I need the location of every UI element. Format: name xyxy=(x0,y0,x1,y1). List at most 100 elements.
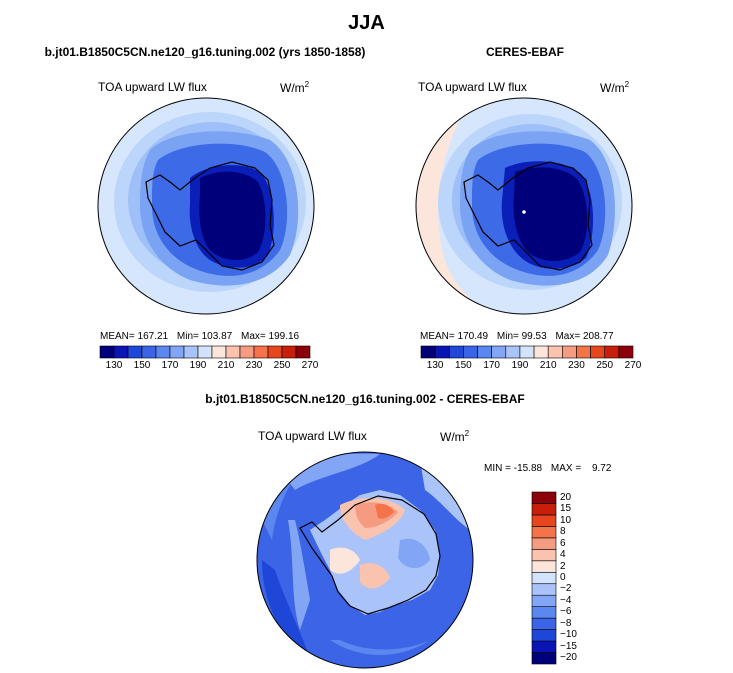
panel3-map-border xyxy=(256,451,474,669)
panel2-colorbar-tick-label: 150 xyxy=(455,360,472,371)
panel1-mean-label: MEAN= xyxy=(100,331,135,342)
panel3-colorbar-cell xyxy=(531,560,557,573)
panel1-colorbar-cell xyxy=(141,345,157,359)
panel1-colorbar-tick-label: 170 xyxy=(161,360,179,371)
panel1-colorbar-tick-label: 130 xyxy=(105,360,123,371)
panel3-colorbar-cell xyxy=(531,571,557,585)
panel2-colorbar-cell xyxy=(562,345,577,359)
panel1-colorbar-cell xyxy=(225,345,241,359)
panel3-patch-e xyxy=(330,640,430,655)
panel1-colorbar-cell xyxy=(239,345,255,359)
panel2-colorbar-tick-label: 210 xyxy=(539,360,557,371)
panel1-colorbar-cell xyxy=(99,345,115,359)
figure-title: JJA xyxy=(348,12,385,34)
panel3-patch-d xyxy=(262,560,310,658)
panel3-units-exp: 2 xyxy=(464,429,470,438)
panel1-colorbar-tick-label: 250 xyxy=(273,360,291,371)
panel3-colorbar-tick-label: −6 xyxy=(560,606,572,618)
panel2-colorbar-cell xyxy=(618,345,634,359)
panel2-colorbar-cell xyxy=(434,345,450,359)
panel1-colorbar-cell xyxy=(281,345,297,359)
panel2-colorbar-cell xyxy=(463,345,478,359)
panel3-colorbar-cell xyxy=(531,537,557,550)
panel2-mean-value: 170.49 xyxy=(457,331,489,342)
panel3-units: W/m2 xyxy=(440,429,469,444)
panel3-colorbar-tick-label: 8 xyxy=(560,526,566,538)
panel3-colorbar-tick-label: −20 xyxy=(560,652,577,664)
panel3-cool-a xyxy=(398,538,430,569)
panel1-units: W/m2 xyxy=(280,80,309,95)
panel3-colorbar xyxy=(531,491,557,665)
panel3-colorbar-tick-label: 20 xyxy=(560,491,572,503)
panel1-colorbar xyxy=(99,345,311,359)
panel1-interior-core xyxy=(199,171,266,261)
panel1-units-base: W/m xyxy=(280,81,305,95)
panel3-colorbar-cell xyxy=(531,594,557,607)
panel3-subtitle: b.jt01.B1850C5CN.ne120_g16.tuning.002 - … xyxy=(205,392,525,406)
panel2-units-exp: 2 xyxy=(624,80,630,89)
panel2-map xyxy=(415,97,633,315)
panel2-colorbar-cell xyxy=(505,345,521,359)
panel3-units-base: W/m xyxy=(440,430,465,444)
panel3-colorbar-tick-label: 6 xyxy=(560,537,566,549)
panel3-colorbar-tick-label: 2 xyxy=(560,560,566,572)
panel1-subtitle: b.jt01.B1850C5CN.ne120_g16.tuning.002 (y… xyxy=(44,45,366,59)
panel3-colorbar-cell xyxy=(531,583,557,596)
panel3-colorbar-cell xyxy=(531,606,557,619)
panel2-colorbar-tick-label: 170 xyxy=(483,360,500,371)
panel3-coastline xyxy=(299,495,441,615)
panel1-colorbar-cell xyxy=(211,345,227,359)
panel1-coastline xyxy=(145,161,275,271)
panel1-colorbar-cell xyxy=(197,345,213,359)
panel1-colorbar-cell xyxy=(113,345,129,359)
panel3-colorbar-tick-label: 10 xyxy=(560,514,572,526)
panel3-min-label: MIN = xyxy=(484,463,511,474)
panel2-colorbar-cell xyxy=(477,345,492,359)
panel2-stats: MEAN= 170.49 Min= 99.53 Max= 208.77 xyxy=(420,331,614,342)
panel2-colorbar-cell xyxy=(604,345,620,359)
panel2-colorbar-tick-label: 230 xyxy=(568,360,585,371)
panel3-colorbar-cell xyxy=(531,617,557,630)
panel2-colorbar-cell xyxy=(547,345,563,359)
panel2-min-label: Min= xyxy=(496,331,519,342)
panel1-max-label: Max= xyxy=(241,331,266,342)
panel3-map xyxy=(256,451,474,669)
panel1-colorbar-tick-label: 190 xyxy=(189,360,207,371)
panel1-colorbar-tick-label: 230 xyxy=(245,360,263,371)
panel1-colorbar-tick-label: 270 xyxy=(301,360,319,371)
panel3-colorbar-cell xyxy=(531,526,557,539)
panel3-patch-f xyxy=(288,520,310,630)
panel3-max-label: MAX = xyxy=(550,463,582,474)
panel3-colorbar-cell xyxy=(531,549,557,562)
panel1-mean-value: 167.21 xyxy=(137,331,169,342)
panel2-missing-point xyxy=(522,210,526,214)
panel3-land-field xyxy=(310,490,440,615)
panel3-colorbar-tick-label: −15 xyxy=(560,640,577,652)
panel3-colorbar-tick-label: 15 xyxy=(560,503,572,515)
panel2-colorbar-tick-label: 250 xyxy=(596,360,614,371)
panel1-colorbar-tick-label: 210 xyxy=(217,360,235,371)
panel3-colorbar-tick-label: 0 xyxy=(560,572,566,583)
panel2-mean-label: MEAN= xyxy=(420,331,455,342)
panel3-colorbar-cell xyxy=(531,503,557,516)
panel3-colorbar-cell xyxy=(531,629,557,642)
panel2-colorbar-cell xyxy=(491,345,507,359)
panel2-colorbar-cell xyxy=(448,345,464,359)
panel2-plot-title: TOA upward LW flux xyxy=(418,80,527,94)
panel1-units-exp: 2 xyxy=(304,80,310,89)
panel2-max-value: 208.77 xyxy=(582,331,614,342)
panel2-min-value: 99.53 xyxy=(521,331,547,342)
panel2-units-base: W/m xyxy=(600,81,625,95)
panel1-min-value: 103.87 xyxy=(201,331,233,342)
panel2-subtitle: CERES-EBAF xyxy=(485,45,564,59)
panel2-coastline xyxy=(463,161,593,271)
panel3-colorbar-cell xyxy=(531,652,557,665)
panel2-colorbar-cell xyxy=(533,345,549,359)
panel2-colorbar-cell xyxy=(420,345,436,359)
panel3-colorbar-tick-label: −2 xyxy=(560,583,572,595)
panel1-colorbar-tick-label: 150 xyxy=(133,360,151,371)
panel1-map xyxy=(97,97,315,315)
panel3-warm-c xyxy=(375,503,394,519)
panel3-colorbar-cell xyxy=(531,640,557,653)
